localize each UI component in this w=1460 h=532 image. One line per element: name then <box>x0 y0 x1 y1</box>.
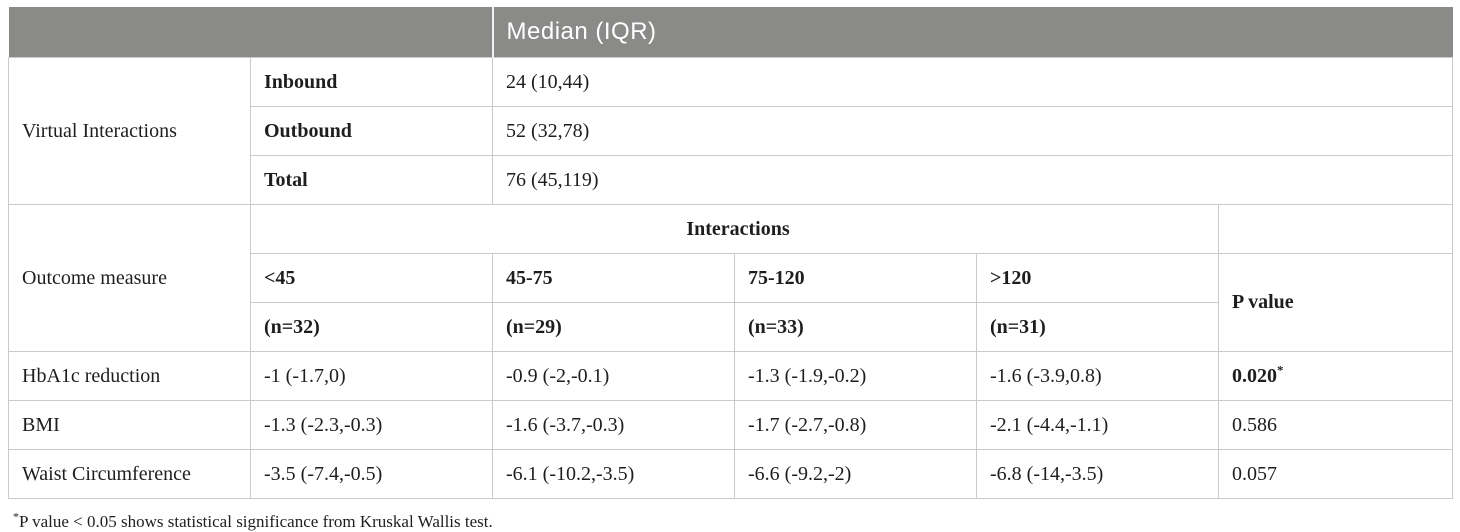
bmi-value-45-75: -1.6 (-3.7,-0.3) <box>492 400 735 450</box>
table-row-hba1c: HbA1c reduction -1 (-1.7,0) -0.9 (-2,-0.… <box>8 351 1454 401</box>
virtual-interactions-label: Virtual Interactions <box>8 57 251 205</box>
p-value-blank-cell <box>1217 204 1454 254</box>
interactions-header: Interactions <box>250 204 1219 254</box>
table-row-bmi: BMI -1.3 (-2.3,-0.3) -1.6 (-3.7,-0.3) -1… <box>8 400 1454 450</box>
outbound-label: Outbound <box>250 106 493 156</box>
inbound-label: Inbound <box>250 57 493 107</box>
significance-star: * <box>1277 361 1284 377</box>
group-header-45-75: 45-75 <box>492 253 735 303</box>
hba1c-label: HbA1c reduction <box>8 351 251 401</box>
table-container: Median (IQR) Virtual Interactions Inboun… <box>8 7 1454 532</box>
footnote-star: * <box>13 509 19 524</box>
waist-value-75-120: -6.6 (-9.2,-2) <box>734 449 977 499</box>
hba1c-value-gt120: -1.6 (-3.9,0.8) <box>976 351 1219 401</box>
footnote: *P value < 0.05 shows statistical signif… <box>13 509 1453 532</box>
hba1c-value-lt45: -1 (-1.7,0) <box>250 351 493 401</box>
group-n-45-75: (n=29) <box>492 302 735 352</box>
footnote-text: P value < 0.05 shows statistical signifi… <box>19 512 493 531</box>
table-row-outbound: Outbound 52 (32,78) <box>9 106 1454 156</box>
median-iqr-header-row: Median (IQR) <box>8 7 1453 58</box>
group-header-lt45: <45 <box>250 253 493 303</box>
waist-p-value: 0.057 <box>1217 449 1454 499</box>
bmi-label: BMI <box>8 400 251 450</box>
total-value: 76 (45,119) <box>491 155 1454 205</box>
group-range-header-row: <45 45-75 75-120 >120 P value <box>9 253 1454 352</box>
waist-value-lt45: -3.5 (-7.4,-0.5) <box>250 449 493 499</box>
table-row-inbound: Virtual Interactions Inbound 24 (10,44) <box>8 57 1454 205</box>
total-label: Total <box>250 155 493 205</box>
outcome-measure-label: Outcome measure <box>8 204 251 352</box>
outbound-value: 52 (32,78) <box>491 106 1454 156</box>
group-n-gt120: (n=31) <box>976 302 1219 352</box>
hba1c-value-45-75: -0.9 (-2,-0.1) <box>492 351 735 401</box>
group-header-gt120: >120 <box>976 253 1219 303</box>
group-n-75-120: (n=33) <box>734 302 977 352</box>
hba1c-p-value: 0.020* <box>1217 351 1454 401</box>
median-iqr-header-cell: Median (IQR) <box>492 7 1453 58</box>
bmi-p-value: 0.586 <box>1217 400 1454 450</box>
interactions-header-row: Outcome measure Interactions <box>8 204 1454 352</box>
bmi-value-lt45: -1.3 (-2.3,-0.3) <box>250 400 493 450</box>
group-n-lt45: (n=32) <box>250 302 493 352</box>
group-header-75-120: 75-120 <box>734 253 977 303</box>
inbound-value: 24 (10,44) <box>491 57 1454 107</box>
header-blank-cell <box>8 7 494 58</box>
table-row-total: Total 76 (45,119) <box>9 155 1454 205</box>
table-row-waist: Waist Circumference -3.5 (-7.4,-0.5) -6.… <box>8 449 1454 499</box>
hba1c-value-75-120: -1.3 (-1.9,-0.2) <box>734 351 977 401</box>
waist-value-45-75: -6.1 (-10.2,-3.5) <box>492 449 735 499</box>
group-n-header-row: (n=32) (n=29) (n=33) (n=31) <box>9 302 1453 352</box>
bmi-value-75-120: -1.7 (-2.7,-0.8) <box>734 400 977 450</box>
median-iqr-label: Median (IQR) <box>506 18 657 45</box>
p-value-header: P value <box>1217 253 1454 352</box>
bmi-value-gt120: -2.1 (-4.4,-1.1) <box>976 400 1219 450</box>
outcomes-table: Median (IQR) Virtual Interactions Inboun… <box>8 7 1454 499</box>
waist-value-gt120: -6.8 (-14,-3.5) <box>976 449 1219 499</box>
waist-label: Waist Circumference <box>8 449 251 499</box>
